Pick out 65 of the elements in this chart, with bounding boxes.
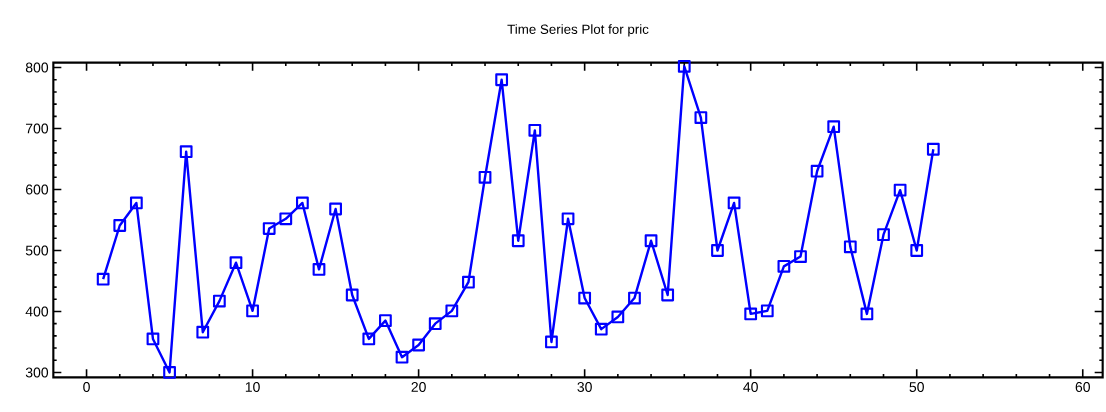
point [528,123,542,137]
point [129,196,143,210]
y-tick-label: 800 [25,62,49,73]
point [594,322,608,336]
point [295,196,309,210]
point [694,111,708,124]
y-tick-label: 600 [25,184,49,195]
point [179,145,193,159]
point [362,332,376,346]
point [843,240,857,254]
point [628,291,641,305]
point [561,212,575,226]
x-tick-label: 40 [743,382,758,392]
point [661,288,675,302]
x-tick-label: 10 [245,382,260,392]
point [860,307,874,321]
x-tick-label: 30 [577,382,592,392]
point [611,310,625,324]
point [744,307,758,321]
point [462,275,475,289]
point [545,335,558,349]
point [196,325,210,339]
x-tick-label: 50 [909,382,924,392]
x-tick-label: 20 [411,382,426,392]
point [246,304,259,318]
point [395,350,409,364]
y-tick-label: 700 [25,123,49,134]
point [146,332,160,346]
point [677,59,691,73]
point [495,73,509,87]
point [113,219,127,232]
point [279,212,293,226]
point [312,262,326,276]
point [329,202,342,216]
point [428,317,442,331]
y-tick-label: 300 [25,367,49,378]
point [827,120,841,134]
point [877,228,890,242]
point [794,250,807,263]
y-tick-label: 500 [25,245,49,256]
point [478,170,492,184]
point [910,244,924,257]
point [926,142,940,156]
point [893,183,907,197]
point [163,366,176,379]
point [711,244,724,257]
point [229,256,243,270]
point [262,222,276,235]
point [777,259,791,273]
point [212,294,226,308]
x-tick-label: 0 [83,382,90,392]
point [760,304,774,318]
point [379,314,392,328]
x-tick-label: 60 [1075,382,1090,392]
point [644,234,658,248]
chart-title: Time Series Plot for pric [507,24,649,37]
point [412,338,426,352]
point [345,288,359,302]
point [511,234,525,248]
point [810,164,824,178]
y-tick-label: 400 [25,306,49,317]
point [445,304,459,318]
point [578,291,592,305]
point [727,196,741,210]
point [96,272,110,286]
